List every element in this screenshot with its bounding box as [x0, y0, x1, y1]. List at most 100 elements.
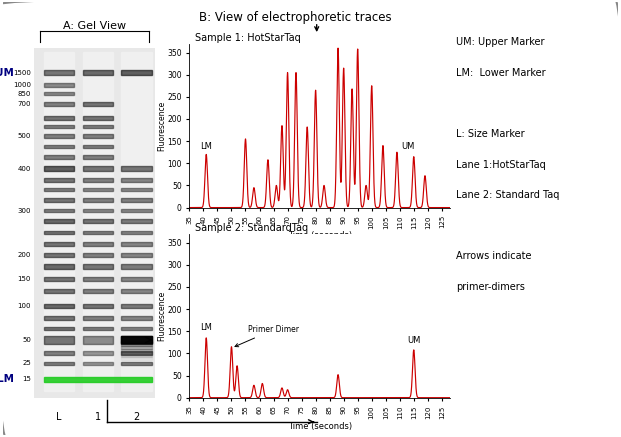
Bar [44, 92, 74, 95]
Bar [121, 219, 152, 223]
Text: 700: 700 [17, 101, 31, 107]
Bar [83, 166, 113, 171]
Text: Lane 1:HotStarTaq: Lane 1:HotStarTaq [456, 160, 546, 170]
Bar [121, 188, 152, 191]
Bar [44, 304, 74, 308]
Bar [121, 346, 152, 349]
Text: 1: 1 [94, 412, 101, 422]
Bar [83, 304, 113, 308]
Bar [83, 145, 113, 149]
Text: Lane 2: Standard Taq: Lane 2: Standard Taq [456, 190, 560, 200]
Bar [44, 156, 74, 159]
Bar [44, 135, 74, 138]
Text: LM: LM [0, 375, 14, 385]
Bar [121, 242, 152, 246]
Bar [121, 327, 152, 330]
Text: 50: 50 [22, 337, 31, 343]
Bar [83, 264, 113, 269]
Text: 1000: 1000 [13, 82, 31, 88]
Bar [44, 351, 74, 355]
Bar [44, 188, 74, 191]
Text: 1500: 1500 [13, 69, 31, 76]
Text: 300: 300 [17, 208, 31, 214]
Text: UM: UM [407, 336, 420, 344]
Text: 15: 15 [22, 377, 31, 382]
Bar [121, 336, 152, 343]
Bar [83, 52, 113, 391]
Text: Sample 1: HotStarTaq: Sample 1: HotStarTaq [194, 33, 301, 43]
Text: Arrows indicate: Arrows indicate [456, 251, 532, 261]
Bar [121, 209, 152, 212]
Bar [44, 362, 74, 365]
Bar [44, 145, 74, 149]
Bar [121, 52, 152, 391]
Bar [121, 352, 152, 354]
Bar [44, 231, 74, 234]
Text: 150: 150 [17, 276, 31, 282]
Bar [83, 327, 113, 330]
Text: LM: LM [201, 323, 212, 332]
Bar [44, 116, 74, 120]
Bar [83, 336, 113, 344]
Bar [83, 188, 113, 191]
Bar [44, 336, 74, 344]
Bar [121, 354, 152, 357]
Bar [121, 70, 152, 75]
Bar [83, 242, 113, 246]
Bar [44, 327, 74, 330]
Bar [121, 343, 152, 346]
Bar [121, 304, 152, 308]
Bar [44, 125, 74, 128]
Text: B: View of electrophoretic traces: B: View of electrophoretic traces [199, 11, 391, 24]
Text: Primer Dimer: Primer Dimer [235, 325, 299, 347]
Bar [83, 362, 113, 365]
Bar [44, 219, 74, 223]
Bar [121, 360, 152, 363]
Bar [44, 253, 74, 257]
Bar [121, 336, 152, 344]
Text: UM: UM [0, 68, 14, 77]
Bar [121, 362, 152, 365]
Text: Sample 2: StandardTaq: Sample 2: StandardTaq [194, 223, 308, 233]
Text: 500: 500 [17, 133, 31, 139]
Bar [44, 198, 74, 202]
Text: 2: 2 [134, 412, 140, 422]
Text: primer-dimers: primer-dimers [456, 282, 525, 292]
Bar [44, 70, 74, 75]
Text: 200: 200 [17, 252, 31, 258]
X-axis label: Time (seconds): Time (seconds) [288, 232, 352, 240]
Bar [121, 357, 152, 360]
Text: LM:  Lower Marker: LM: Lower Marker [456, 68, 546, 78]
Bar [83, 209, 113, 212]
Bar [121, 277, 152, 281]
Bar [121, 178, 152, 182]
Bar [83, 231, 113, 234]
Bar [44, 83, 74, 87]
Bar [121, 351, 152, 355]
Bar [44, 166, 74, 171]
Bar [44, 377, 152, 382]
Bar [83, 70, 113, 75]
X-axis label: Time (seconds): Time (seconds) [288, 422, 352, 430]
Bar [121, 341, 152, 343]
Text: A: Gel View: A: Gel View [63, 21, 126, 31]
Bar [83, 219, 113, 223]
Text: 400: 400 [17, 166, 31, 172]
Bar [83, 198, 113, 202]
Bar [44, 242, 74, 246]
Bar [121, 166, 152, 171]
Text: UM: UM [401, 142, 415, 151]
Bar [83, 253, 113, 257]
Bar [83, 178, 113, 182]
Bar [121, 316, 152, 320]
Bar [83, 277, 113, 281]
Bar [121, 264, 152, 269]
Text: LM: LM [201, 142, 212, 151]
Bar [44, 264, 74, 269]
Bar [83, 116, 113, 120]
Text: L: Size Marker: L: Size Marker [456, 129, 525, 139]
Bar [44, 316, 74, 320]
Bar [44, 178, 74, 182]
Bar [44, 52, 74, 391]
Bar [44, 102, 74, 106]
